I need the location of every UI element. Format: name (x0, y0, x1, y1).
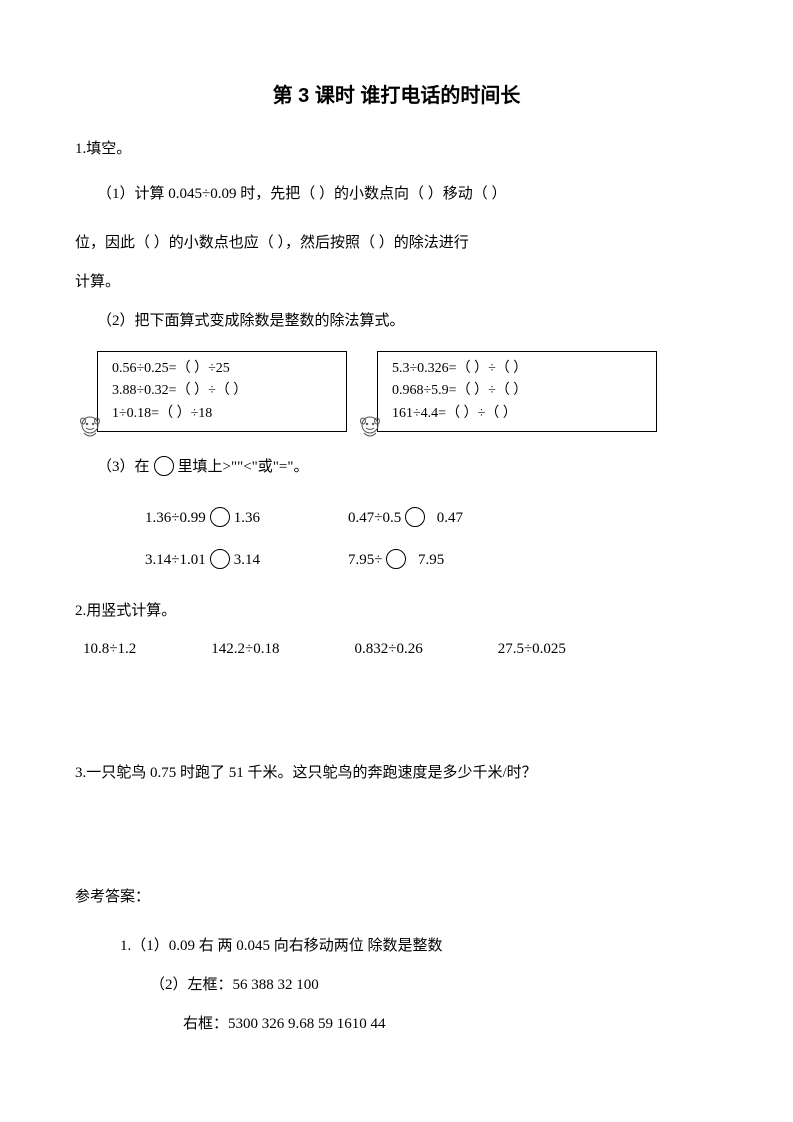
left-box-line2: 3.88÷0.32=（ ）÷（ ） (112, 380, 332, 402)
left-box-line1: 0.56÷0.25=（ ）÷25 (112, 358, 332, 380)
circle-icon (154, 456, 174, 476)
q1-part3-label: （3）在里填上>""<"或"="。 (97, 448, 718, 487)
left-box: 0.56÷0.25=（ ）÷25 3.88÷0.32=（ ）÷（ ） 1÷0.1… (97, 351, 347, 432)
answer-1-2-right: 右框：5300 326 9.68 59 1610 44 (183, 1005, 718, 1044)
comp-right: 0.47 (437, 510, 463, 526)
comp-right: 1.36 (234, 510, 260, 526)
right-box-line1: 5.3÷0.326=（ ）÷（ ） (392, 358, 642, 380)
right-box: 5.3÷0.326=（ ）÷（ ） 0.968÷5.9=（ ）÷（ ） 161÷… (377, 351, 657, 432)
q1-part1: （1）计算 0.045÷0.09 时，先把（ ）的小数点向（ ）移动（ ） (97, 175, 718, 214)
comp-1: 1.36÷0.99 1.36 (145, 497, 260, 539)
q1-part2-label: （2）把下面算式变成除数是整数的除法算式。 (97, 302, 718, 341)
left-box-line3: 1÷0.18=（ ）÷18 (112, 403, 332, 425)
q1-p1-line3: 计算。 (75, 263, 718, 302)
calc-item-4: 27.5÷0.025 (498, 637, 566, 661)
answers-section: 参考答案： 1.（1）0.09 右 两 0.045 向右移动两位 除数是整数 （… (75, 885, 718, 1044)
comp-right: 3.14 (234, 552, 260, 568)
comp-2: 0.47÷0.5 0.47 (348, 497, 463, 539)
comp-row1: 1.36÷0.99 1.36 0.47÷0.5 0.47 (145, 497, 718, 539)
equation-boxes: 0.56÷0.25=（ ）÷25 3.88÷0.32=（ ）÷（ ） 1÷0.1… (97, 351, 718, 432)
comp-4: 7.95÷ 7.95 (348, 539, 444, 581)
circle-icon (386, 549, 406, 569)
calc-item-1: 10.8÷1.2 (83, 637, 136, 661)
q1-p1-line2: 位，因此（ ）的小数点也应（ ），然后按照（ ）的除法进行 (75, 224, 718, 263)
mascot-icon (356, 413, 384, 441)
question-2: 2.用竖式计算。 10.8÷1.2 142.2÷0.18 0.832÷0.26 … (75, 599, 718, 661)
q2-label: 2.用竖式计算。 (75, 599, 718, 623)
comp-left: 3.14÷1.01 (145, 552, 206, 568)
question-3: 3.一只鸵鸟 0.75 时跑了 51 千米。这只鸵鸟的奔跑速度是多少千米/时？ (75, 761, 718, 785)
circle-icon (210, 549, 230, 569)
circle-icon (210, 507, 230, 527)
answer-1-2-left: （2）左框：56 388 32 100 (150, 966, 718, 1005)
comp-row2: 3.14÷1.01 3.14 7.95÷ 7.95 (145, 539, 718, 581)
right-box-line2: 0.968÷5.9=（ ）÷（ ） (392, 380, 642, 402)
answer-1-1: 1.（1）0.09 右 两 0.045 向右移动两位 除数是整数 (120, 927, 718, 966)
question-1: 1.填空。 （1）计算 0.045÷0.09 时，先把（ ）的小数点向（ ）移动… (75, 137, 718, 581)
comp-left: 0.47÷0.5 (348, 510, 401, 526)
comp-left: 1.36÷0.99 (145, 510, 206, 526)
circle-icon (405, 507, 425, 527)
comparisons: 1.36÷0.991.36 0.47÷0.5 0.47 3.14÷1.013.1… (145, 497, 718, 581)
answers-label: 参考答案： (75, 885, 718, 909)
comp-left: 7.95÷ (348, 552, 382, 568)
q1-p1-line1: （1）计算 0.045÷0.09 时，先把（ ）的小数点向（ ）移动（ ） (97, 186, 507, 202)
q1-label: 1.填空。 (75, 137, 718, 161)
comp-3: 3.14÷1.01 3.14 (145, 539, 260, 581)
right-box-line3: 161÷4.4=（ ）÷（ ） (392, 403, 642, 425)
mascot-icon (76, 413, 104, 441)
comp-right: 7.95 (418, 552, 444, 568)
vertical-calc-items: 10.8÷1.2 142.2÷0.18 0.832÷0.26 27.5÷0.02… (83, 637, 718, 661)
calc-item-2: 142.2÷0.18 (211, 637, 279, 661)
calc-item-3: 0.832÷0.26 (354, 637, 422, 661)
page-title: 第 3 课时 谁打电话的时间长 (75, 80, 718, 112)
